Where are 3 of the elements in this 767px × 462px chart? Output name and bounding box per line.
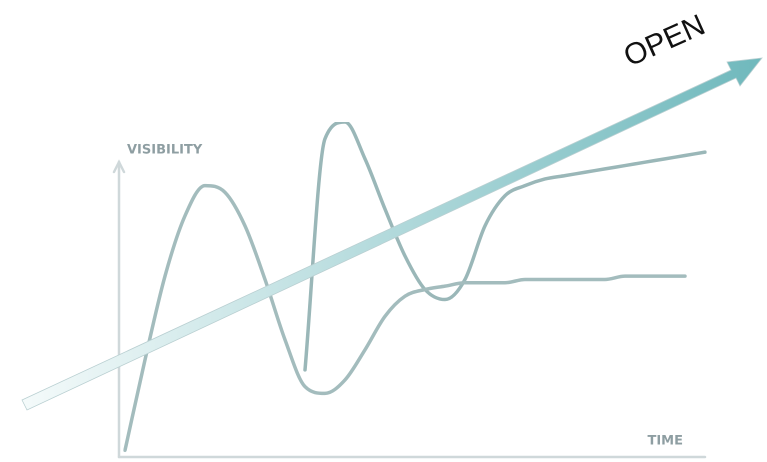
y-axis-title: VISIBILITY [127, 142, 203, 158]
x-axis-title: TIME [647, 433, 683, 448]
text: OPEN [618, 8, 710, 74]
